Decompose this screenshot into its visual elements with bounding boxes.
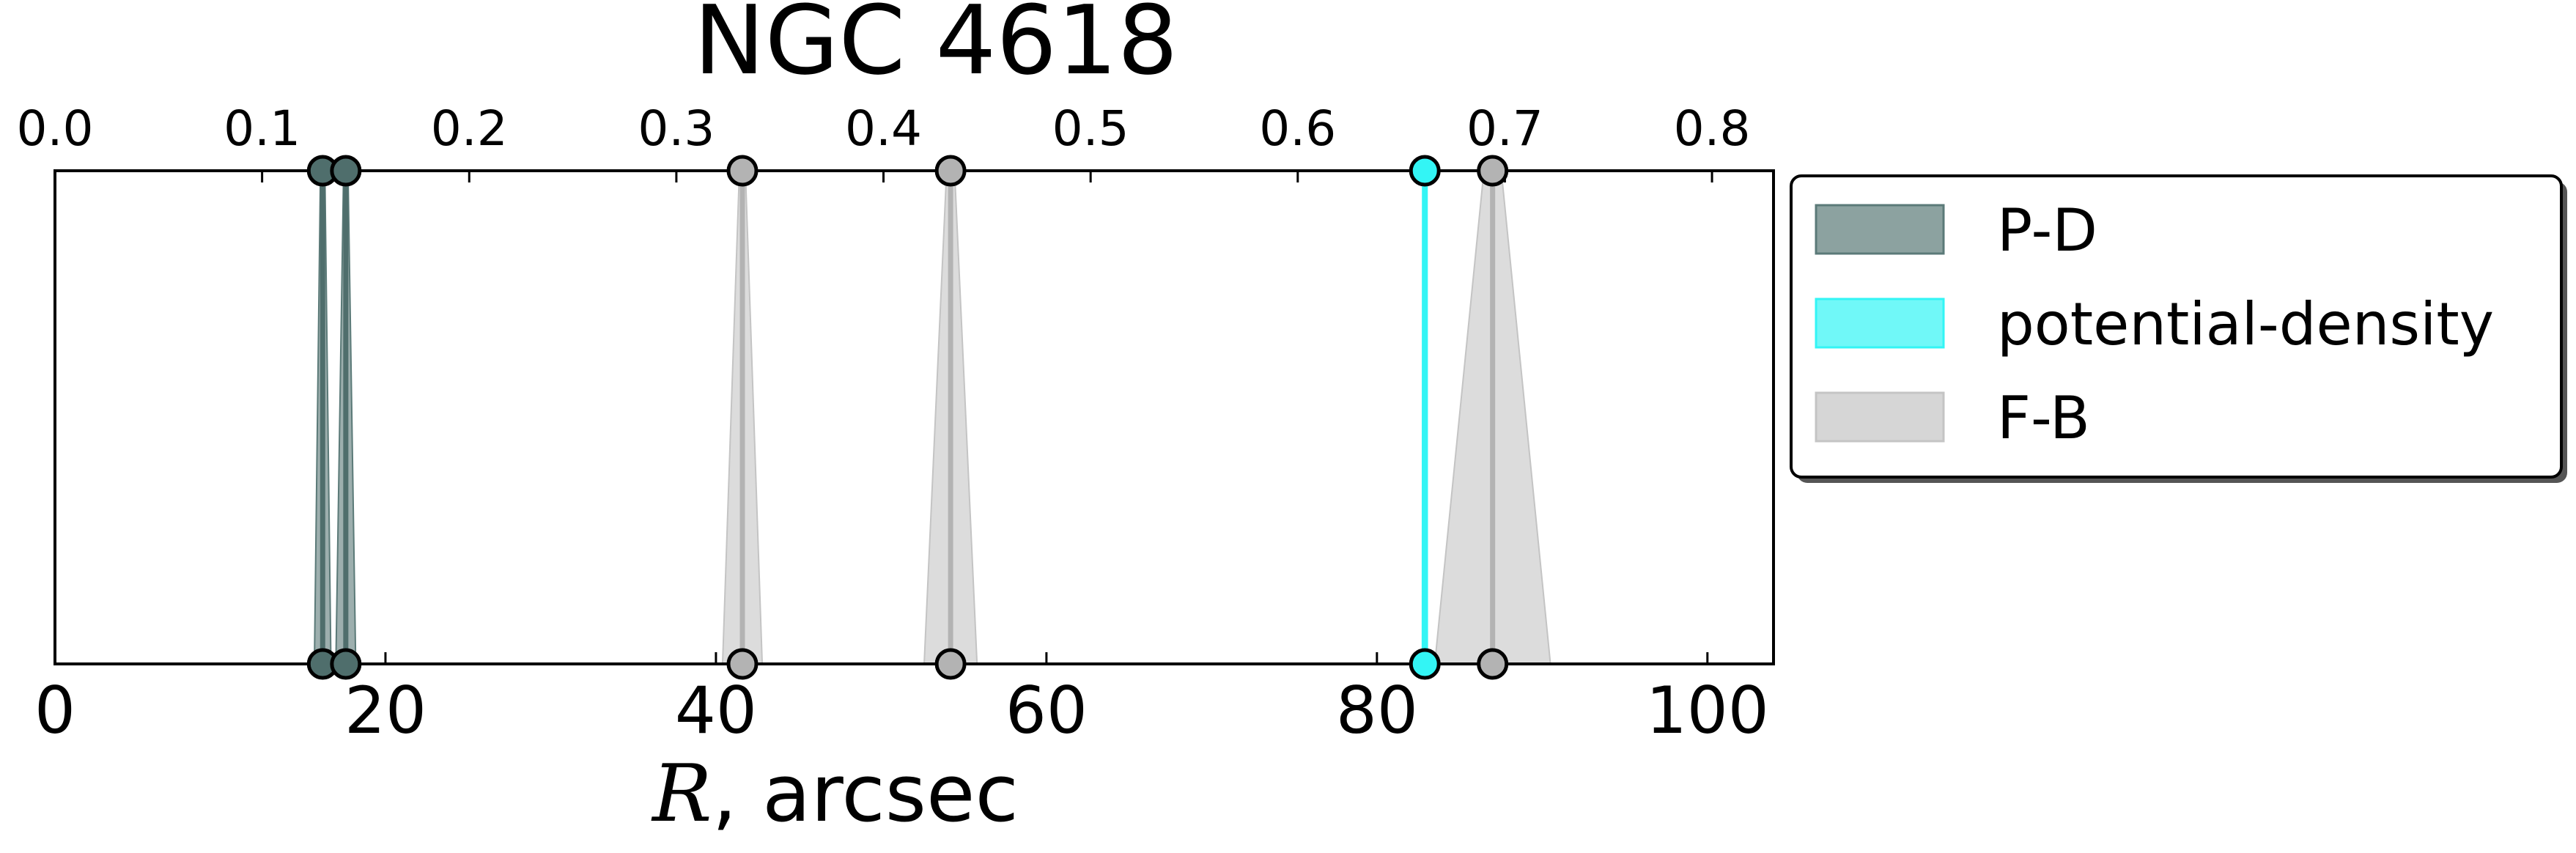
top-tick-label: 0.0 (17, 100, 94, 157)
f-b-marker-top (934, 155, 967, 187)
f-b-marker-bottom (726, 648, 759, 680)
top-tick-label: 0.3 (638, 100, 715, 157)
top-tick-label: 0.8 (1674, 100, 1751, 157)
top-tick-label: 0.4 (845, 100, 922, 157)
x-tick-label: 0 (34, 673, 75, 748)
x-axis-label-symbol: R (651, 748, 712, 840)
x-tick-label: 60 (1005, 673, 1088, 748)
legend-swatch-potential-density (1815, 298, 1945, 349)
potential-density-marker-bottom (1409, 648, 1441, 680)
bottom-axis-ticks: 0 20 40 60 80 100 (34, 652, 1769, 748)
f-b-marker-bottom (1477, 648, 1509, 680)
x-tick-label: 100 (1646, 673, 1769, 748)
x-tick-label: 40 (675, 673, 757, 748)
data-markers (306, 155, 1509, 680)
f-b-marker-bottom (934, 648, 967, 680)
x-tick-label: 80 (1336, 673, 1418, 748)
top-tick-label: 0.6 (1259, 100, 1336, 157)
top-tick-label: 0.5 (1052, 100, 1129, 157)
data-bands (313, 170, 1551, 665)
x-tick-label: 20 (344, 673, 427, 748)
f-b-marker-top (726, 155, 759, 187)
x-axis-label-units: , arcsec (712, 748, 1018, 840)
legend-box (1790, 174, 2563, 479)
legend-label-f-b: F-B (1997, 384, 2090, 452)
legend: P-D potential-density F-B (1790, 174, 2567, 483)
top-axis-ticks: 0.0 0.1 0.2 0.3 0.4 0.5 0.6 0.7 0.8 (17, 100, 1751, 182)
chart-title: NGC 4618 (694, 0, 1178, 96)
plot-frame (53, 169, 1775, 665)
potential-density-marker-top (1409, 155, 1441, 187)
legend-label-potential-density: potential-density (1997, 290, 2494, 358)
legend-label-p-d: P-D (1997, 196, 2097, 265)
x-axis-label: R, arcsec (651, 748, 1019, 840)
top-tick-label: 0.2 (431, 100, 508, 157)
p-d-marker-bottom (330, 648, 362, 680)
p-d-marker-top (330, 155, 362, 187)
f-b-marker-top (1477, 155, 1509, 187)
legend-items: P-D potential-density F-B (1815, 196, 2494, 452)
top-tick-label: 0.7 (1466, 100, 1543, 157)
legend-swatch-f-b (1815, 391, 1945, 443)
legend-swatch-p-d (1815, 204, 1945, 255)
top-tick-label: 0.1 (224, 100, 300, 157)
